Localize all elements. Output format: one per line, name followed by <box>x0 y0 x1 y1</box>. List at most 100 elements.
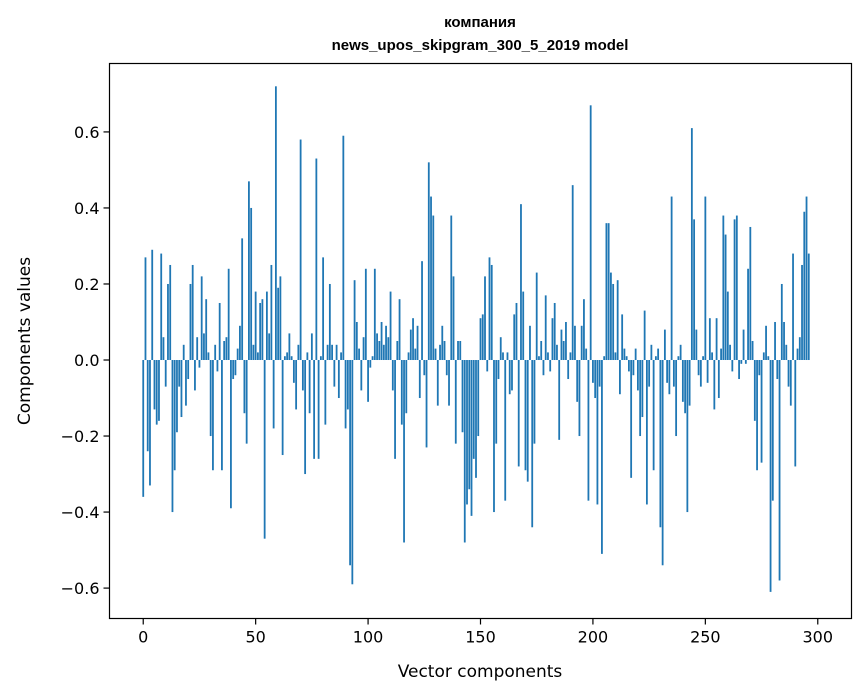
bar <box>434 348 437 360</box>
bar <box>248 181 250 360</box>
bar <box>205 299 208 360</box>
bar <box>144 257 147 361</box>
bar <box>574 325 576 360</box>
bar <box>250 207 253 360</box>
bar <box>654 356 657 361</box>
bar <box>427 162 430 361</box>
bar <box>162 337 165 361</box>
bar <box>495 360 498 444</box>
bar <box>277 287 280 361</box>
bar <box>623 348 626 360</box>
y-tick-label: 0.4 <box>74 199 99 218</box>
bar <box>322 257 325 361</box>
bar <box>686 360 689 513</box>
bar <box>468 360 471 490</box>
bar <box>672 360 675 387</box>
bar <box>254 291 257 360</box>
bar <box>477 360 480 437</box>
bar <box>625 356 628 361</box>
bar <box>346 360 349 410</box>
x-tick-label: 100 <box>353 628 384 647</box>
bar <box>490 264 493 360</box>
bar <box>155 360 158 425</box>
bar <box>697 360 700 376</box>
y-axis-ticks: −0.6 −0.4 −0.2 0.0 0.2 0.4 0.6 <box>61 123 110 598</box>
bar <box>529 325 531 360</box>
bar <box>715 318 718 361</box>
bar <box>261 299 264 360</box>
bar <box>598 360 601 387</box>
bar <box>263 360 266 539</box>
bar <box>758 360 761 376</box>
bar <box>326 344 329 361</box>
bar <box>394 360 396 459</box>
bar <box>299 139 302 361</box>
y-tick-label: −0.2 <box>61 427 100 446</box>
bar <box>765 325 767 360</box>
bar <box>319 356 322 361</box>
bar <box>594 360 597 399</box>
bar <box>704 196 707 361</box>
bar <box>695 329 698 361</box>
bar <box>749 226 752 361</box>
bar <box>677 356 680 361</box>
bar <box>391 360 394 391</box>
bar <box>265 291 268 360</box>
bar <box>717 360 720 399</box>
bar <box>504 360 507 501</box>
y-axis-label: Components values <box>15 257 35 425</box>
bar <box>459 341 462 361</box>
bar <box>544 295 547 360</box>
bar <box>301 360 304 391</box>
bar <box>304 360 307 475</box>
bar <box>252 344 255 361</box>
bar <box>560 329 563 361</box>
bar <box>681 360 684 402</box>
bar <box>281 360 284 456</box>
bar <box>142 360 145 497</box>
bar <box>731 360 734 372</box>
bar <box>146 360 149 452</box>
bar <box>794 360 797 467</box>
bar <box>643 310 646 361</box>
x-tick-label: 200 <box>578 628 609 647</box>
bar <box>151 249 154 361</box>
bar <box>225 337 228 361</box>
bar <box>472 360 475 459</box>
bar <box>553 302 556 361</box>
bar <box>551 318 554 361</box>
x-tick-label: 250 <box>690 628 721 647</box>
bar <box>432 215 435 360</box>
bar <box>742 329 745 361</box>
bar <box>257 352 259 360</box>
bar <box>421 261 423 361</box>
bar <box>733 219 736 361</box>
bar <box>558 360 561 440</box>
bar <box>767 356 770 361</box>
bar <box>443 341 446 361</box>
bar <box>333 360 336 387</box>
bar <box>619 360 621 395</box>
bar <box>158 360 160 421</box>
bar <box>720 348 722 360</box>
bar <box>493 360 495 513</box>
bar <box>675 360 678 437</box>
x-axis-ticks: 0 50 100 150 200 250 300 <box>138 618 833 647</box>
bar <box>196 337 199 361</box>
bar <box>513 314 516 361</box>
bar <box>520 204 522 361</box>
bar <box>596 360 599 505</box>
bar <box>239 325 241 360</box>
bar <box>580 325 583 360</box>
bar <box>726 291 729 360</box>
bar <box>641 360 644 418</box>
bars-group <box>142 86 810 592</box>
bar <box>531 360 534 528</box>
bar <box>378 341 381 361</box>
bar <box>475 360 477 478</box>
bar <box>405 360 408 414</box>
bar <box>292 360 295 383</box>
bar <box>603 356 606 361</box>
bar <box>400 360 403 425</box>
bar <box>223 341 226 361</box>
